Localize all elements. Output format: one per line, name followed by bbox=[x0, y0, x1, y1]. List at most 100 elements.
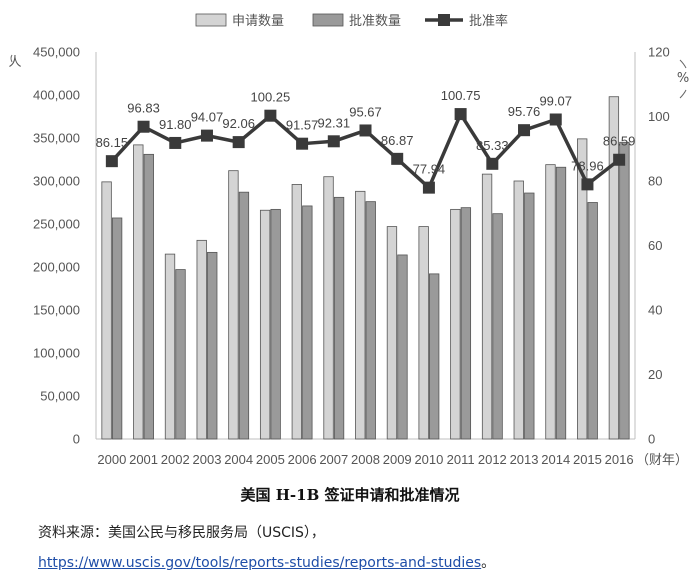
left-y-axis: 0 50,000 100,000 150,000 200,000 250,000 300,0… bbox=[8, 45, 97, 447]
x-tick-label: 2001 bbox=[129, 452, 158, 467]
right-tick-label: 40 bbox=[648, 303, 662, 318]
source-url: https://www.uscis.gov/tools/reports-stud… bbox=[38, 552, 495, 572]
bar-approvals bbox=[492, 213, 503, 440]
x-tick-label: 2010 bbox=[414, 452, 443, 467]
bar-applications bbox=[386, 226, 398, 440]
bar-approvals bbox=[270, 208, 281, 440]
approval-rate-marker bbox=[486, 157, 499, 170]
source-note: 资料来源：美国公民与移民服务局（USCIS）， bbox=[38, 525, 325, 541]
bar-applications bbox=[323, 176, 334, 440]
approval-rate-line bbox=[105, 108, 626, 194]
bar-applications bbox=[608, 96, 620, 440]
chart-legend: 申请数量 批准数量 批准率 bbox=[195, 13, 508, 29]
left-tick-label: 250,000 bbox=[33, 217, 80, 232]
right-tick-label: 100 bbox=[648, 109, 670, 124]
right-tick-label: 120 bbox=[648, 45, 670, 60]
left-unit-paren bbox=[10, 54, 13, 63]
right-unit-paren-top bbox=[679, 59, 687, 69]
right-unit-paren-bottom bbox=[679, 89, 687, 99]
approval-rate-label: 86.87 bbox=[381, 133, 414, 148]
left-tick-label: 400,000 bbox=[33, 88, 80, 103]
approval-rate-marker bbox=[327, 135, 340, 148]
x-tick-label: 2014 bbox=[541, 452, 570, 467]
approval-rate-label: 77.94 bbox=[413, 162, 446, 177]
left-tick-label: 100,000 bbox=[33, 346, 80, 361]
approval-rate-label: 96.83 bbox=[127, 101, 160, 116]
bar-applications bbox=[259, 209, 271, 440]
approval-rate-label: 91.80 bbox=[159, 117, 192, 132]
right-axis-unit: % bbox=[677, 71, 689, 86]
bar-applications bbox=[291, 184, 302, 440]
legend-label: 申请数量 bbox=[232, 14, 284, 29]
approval-rate-label: 78.96 bbox=[571, 158, 604, 173]
approval-rate-label: 86.15 bbox=[96, 135, 129, 150]
approval-rate-marker bbox=[232, 136, 245, 149]
approval-rate-marker bbox=[613, 153, 626, 166]
approval-rate-label: 99.07 bbox=[539, 93, 572, 108]
bar-approvals bbox=[524, 192, 535, 440]
left-tick-label: 450,000 bbox=[33, 45, 80, 60]
approval-rate-marker bbox=[264, 109, 277, 122]
right-tick-label: 0 bbox=[648, 432, 655, 447]
approval-rate-label: 95.76 bbox=[508, 104, 541, 119]
x-tick-label: 2008 bbox=[351, 452, 380, 467]
right-tick-label: 60 bbox=[648, 238, 662, 253]
bar-approvals bbox=[238, 191, 250, 440]
bar-approvals bbox=[397, 254, 408, 440]
left-tick-label: 0 bbox=[73, 432, 80, 447]
bar-approvals bbox=[111, 217, 123, 440]
left-tick-label: 350,000 bbox=[33, 131, 80, 146]
bar-approvals bbox=[429, 273, 440, 440]
x-axis: 2000 2001 2002 2003 2004 2005 2006 2007 2008 2009… bbox=[96, 438, 688, 468]
bar-approvals bbox=[619, 141, 630, 440]
approval-rate-marker bbox=[454, 108, 467, 121]
right-tick-label: 80 bbox=[648, 174, 662, 189]
x-tick-label: 2007 bbox=[319, 452, 348, 467]
bar-applications bbox=[418, 226, 429, 440]
approval-rate-marker bbox=[359, 124, 372, 137]
left-tick-label: 50,000 bbox=[40, 389, 80, 404]
left-tick-label: 300,000 bbox=[33, 174, 80, 189]
x-tick-label: 2000 bbox=[97, 452, 126, 467]
bar-applications bbox=[164, 253, 176, 440]
bar-applications bbox=[577, 138, 588, 440]
bar-applications bbox=[228, 170, 239, 440]
legend-swatch bbox=[195, 13, 227, 27]
x-tick-label: 2012 bbox=[478, 452, 507, 467]
x-tick-label: 2003 bbox=[193, 452, 222, 467]
bar-approvals bbox=[365, 201, 376, 440]
legend-swatch bbox=[312, 13, 344, 27]
legend-label: 批准率 bbox=[469, 13, 508, 29]
approval-rate-label: 92.06 bbox=[222, 116, 255, 131]
left-axis-unit: 人 bbox=[8, 55, 21, 70]
bar-applications bbox=[481, 173, 493, 440]
legend-marker bbox=[438, 14, 450, 26]
bar-approvals bbox=[333, 196, 345, 440]
approval-rate-marker bbox=[137, 120, 150, 133]
bar-approvals bbox=[587, 202, 598, 440]
approval-rate-label: 100.75 bbox=[441, 88, 481, 103]
bar-applications bbox=[513, 180, 524, 440]
right-y-axis: 0 20 40 60 80 100 120% bbox=[634, 45, 689, 447]
right-tick-label: 20 bbox=[648, 367, 662, 382]
x-tick-label: 2002 bbox=[161, 452, 190, 467]
x-tick-label: 2004 bbox=[224, 452, 253, 467]
bar-applications bbox=[196, 239, 207, 440]
bar-approvals bbox=[555, 166, 567, 440]
approval-rate-label: 85.33 bbox=[476, 138, 509, 153]
bar-approvals bbox=[460, 207, 472, 440]
approval-rate-marker bbox=[549, 113, 562, 126]
x-tick-label: 2015 bbox=[573, 452, 602, 467]
approval-rate-marker bbox=[200, 129, 213, 142]
legend-label: 批准数量 bbox=[349, 14, 401, 29]
approval-rate-label: 100.25 bbox=[250, 90, 290, 105]
x-tick-label: 2016 bbox=[605, 452, 634, 467]
x-tick-label: 2009 bbox=[383, 452, 412, 467]
x-tick-label: 2013 bbox=[510, 452, 539, 467]
x-tick-label: 2005 bbox=[256, 452, 285, 467]
source-link[interactable]: https://www.uscis.gov/tools/reports-stud… bbox=[38, 555, 482, 571]
approval-rate-marker bbox=[105, 155, 118, 168]
bar-applications bbox=[133, 144, 144, 440]
x-tick-label: 2006 bbox=[288, 452, 317, 467]
